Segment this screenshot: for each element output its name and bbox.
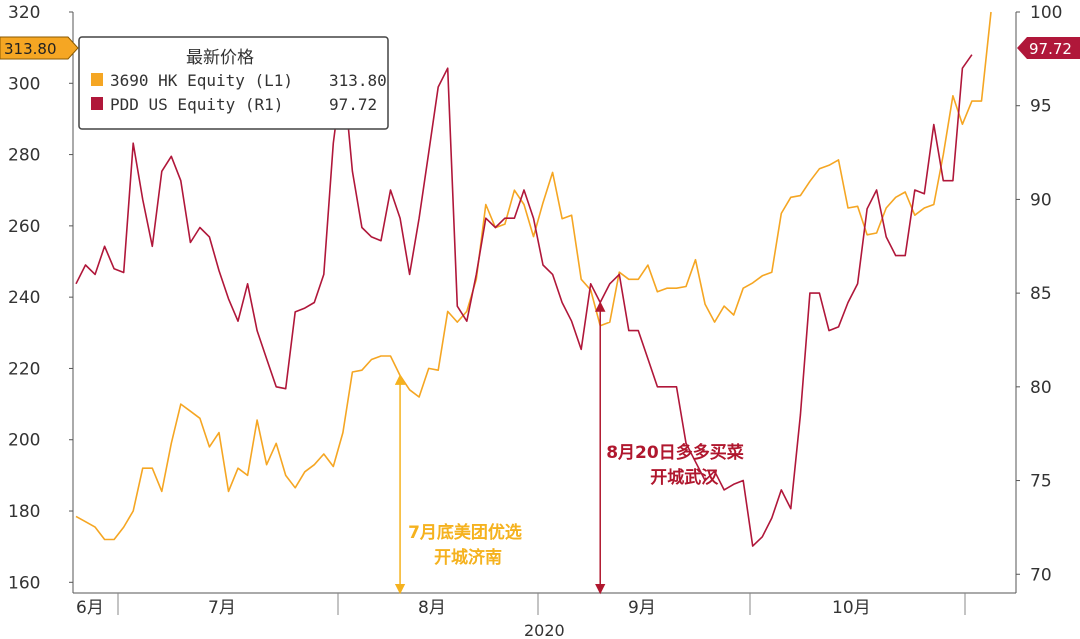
x-tick-label: 7月 (208, 598, 236, 618)
right-tick-label: 75 (1030, 472, 1052, 492)
legend-title: 最新价格 (186, 48, 254, 68)
left-tick-label: 280 (8, 146, 40, 166)
left-tick-label: 160 (8, 573, 40, 593)
axes: 160 180 200 220 240 260 280 300 320 70 75 80 85 90 95 1… (8, 3, 1062, 639)
series-lines (75, 11, 992, 547)
right-tick-label: 95 (1030, 97, 1052, 117)
annotation-text-line2: 开城济南 (434, 547, 502, 568)
right-tick-label: 85 (1030, 284, 1052, 304)
legend-swatch (91, 97, 103, 110)
legend-label: PDD US Equity (R1) (110, 95, 283, 114)
legend-label: 3690 HK Equity (L1) (110, 71, 293, 90)
left-last-value-text: 313.80 (4, 40, 57, 58)
left-tick-label: 180 (8, 502, 40, 522)
right-tick-label: 100 (1030, 3, 1062, 23)
left-tick-label: 220 (8, 359, 40, 379)
legend-box (78, 36, 389, 130)
legend-value: 97.72 (329, 95, 377, 114)
left-tick-label: 300 (8, 74, 40, 94)
left-tick-label: 200 (8, 431, 40, 451)
right-tick-label: 90 (1030, 190, 1052, 210)
legend: 最新价格 3690 HK Equity (L1) 313.80 PDD US Equi… (78, 36, 389, 130)
x-tick-label: 9月 (628, 598, 656, 618)
x-tick-label: 10月 (832, 598, 871, 618)
annotation-text-line1: 7月底美团优选 (408, 522, 522, 543)
left-tick-label: 240 (8, 288, 40, 308)
right-last-value-text: 97.72 (1029, 40, 1072, 58)
x-axis-title: 2020 (524, 621, 565, 639)
left-tick-label: 320 (8, 3, 40, 23)
series-line-pdd-us (75, 54, 973, 547)
left-last-value-flag (0, 36, 79, 60)
left-tick-label: 260 (8, 217, 40, 237)
annotation-text-line2: 开城武汉 (650, 467, 719, 488)
annotation-text-line1: 8月20日多多买菜 (606, 442, 744, 463)
series-line-3690-hk (75, 11, 992, 541)
x-tick-label: 8月 (418, 598, 446, 618)
right-tick-label: 70 (1030, 565, 1052, 585)
right-tick-label: 80 (1030, 378, 1052, 398)
right-last-value-flag (1017, 37, 1080, 59)
legend-swatch (91, 73, 103, 86)
x-tick-label: 6月 (76, 598, 104, 618)
legend-value: 313.80 (329, 71, 387, 90)
last-value-flags: 313.80 97.72 (0, 36, 1080, 60)
